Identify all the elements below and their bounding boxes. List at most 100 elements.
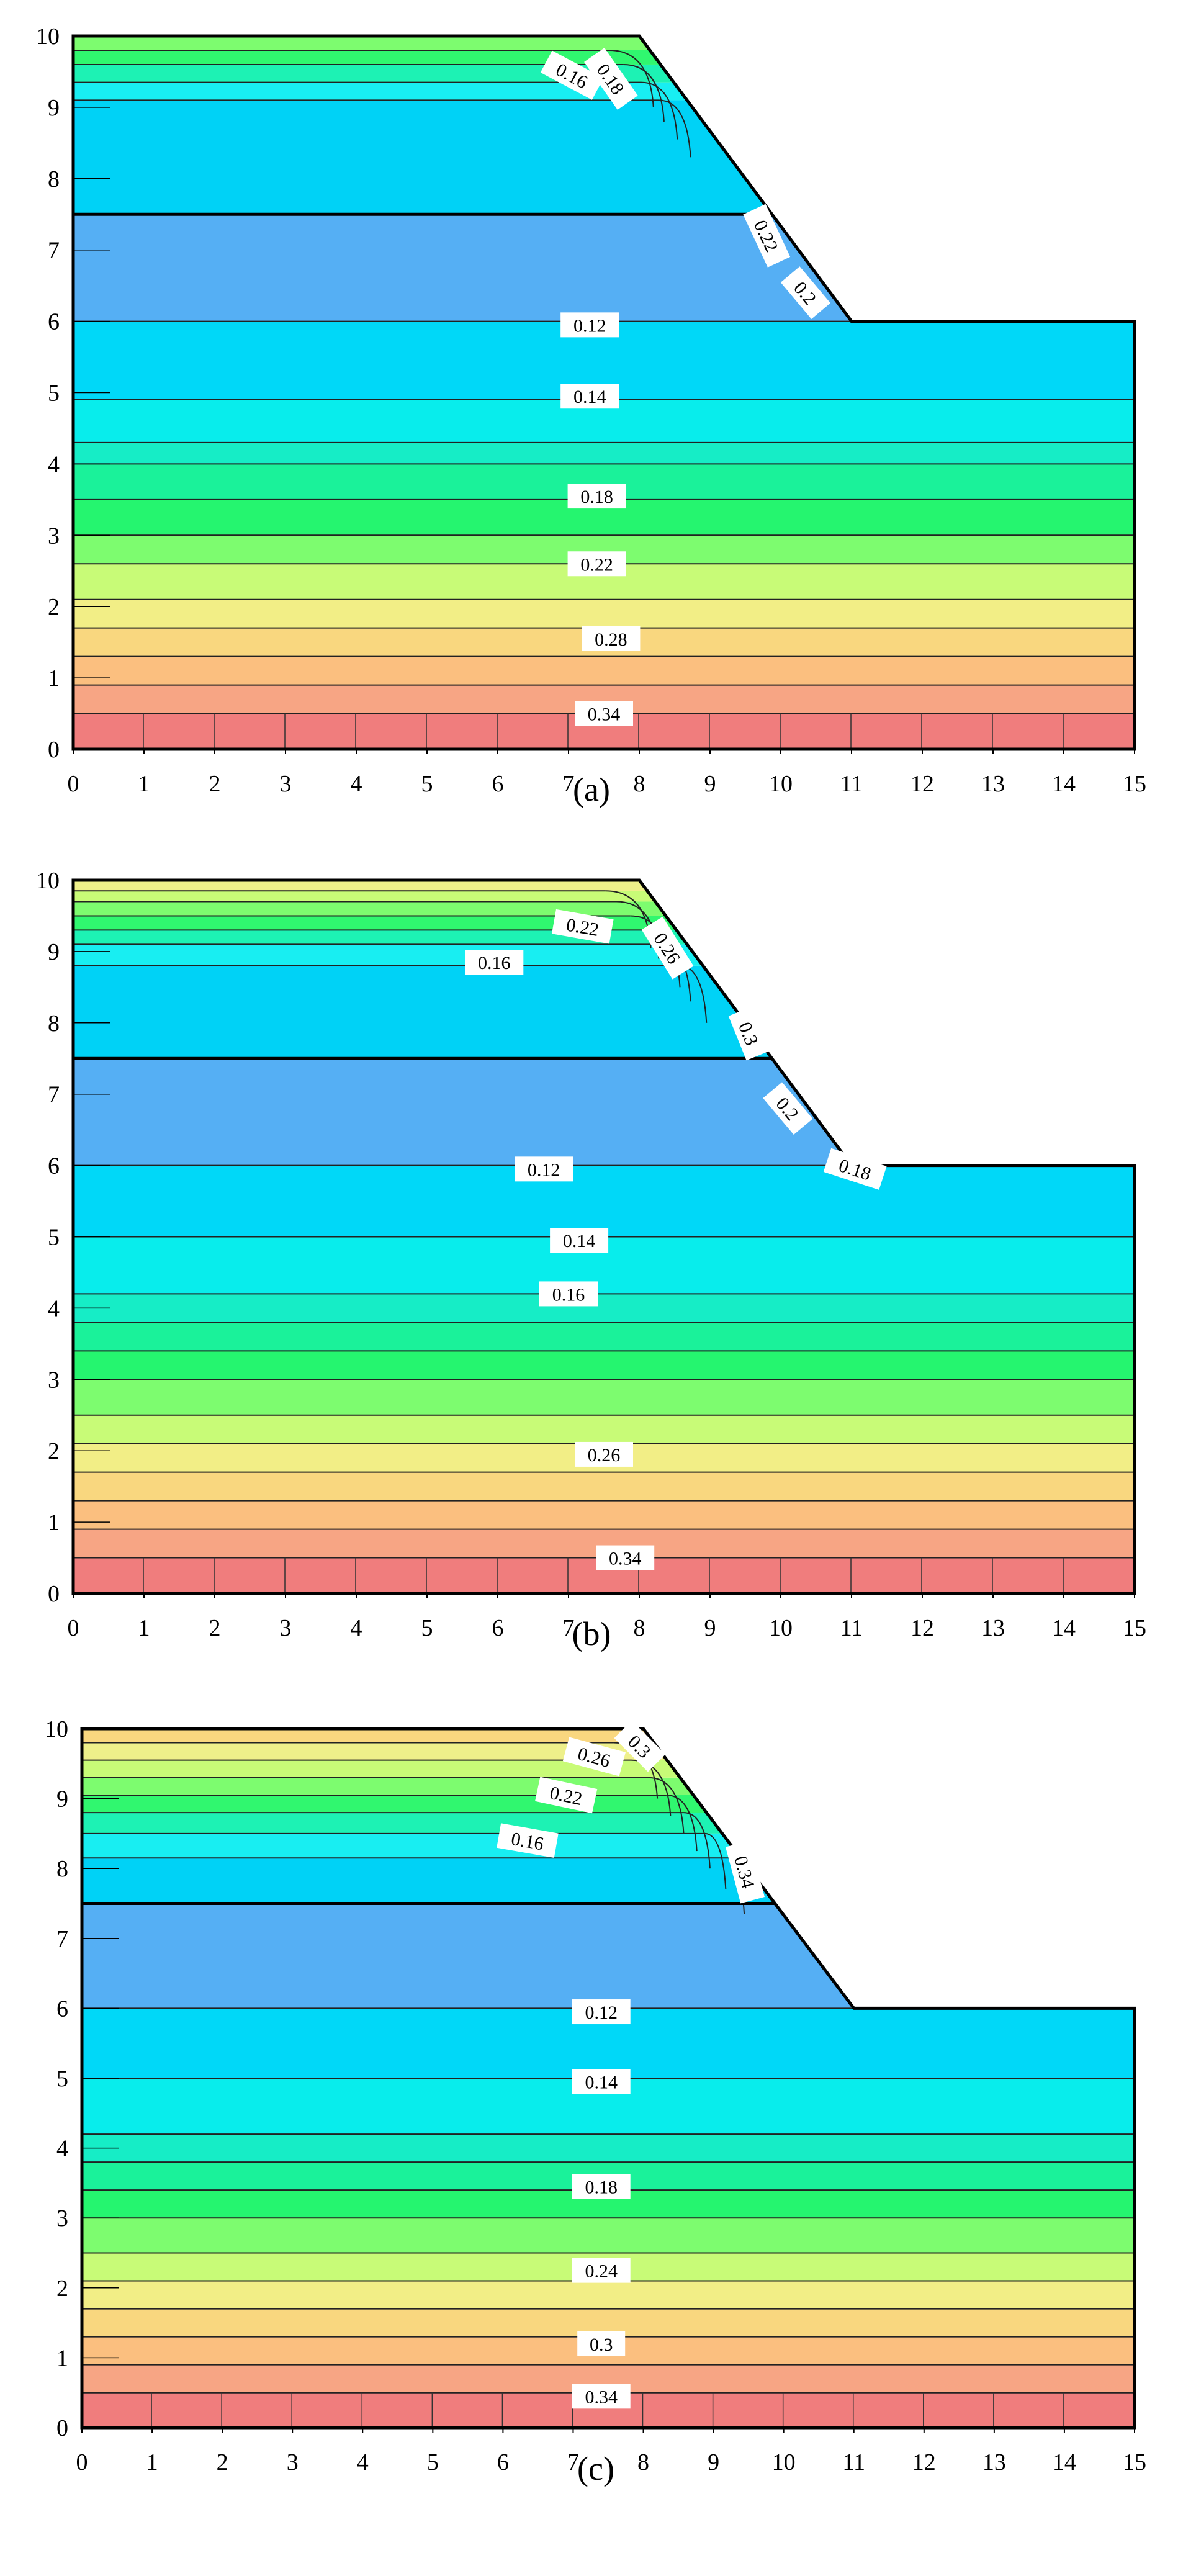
contour-label-text: 0.16 bbox=[552, 1284, 585, 1305]
y-tick-label: 0 bbox=[48, 737, 60, 763]
contour-value-label: 0.22 bbox=[567, 551, 626, 577]
contour-band bbox=[82, 1903, 1135, 2009]
y-tick-label: 2 bbox=[56, 2276, 68, 2302]
contour-label-box bbox=[577, 2331, 626, 2356]
contour-line bbox=[659, 99, 691, 158]
contour-label-box bbox=[540, 50, 604, 100]
contour-label-text: 0.12 bbox=[573, 315, 606, 336]
contour-label-text: 0.34 bbox=[585, 2387, 618, 2407]
x-tick-label: 13 bbox=[981, 771, 1005, 797]
y-tick-label: 1 bbox=[56, 2345, 68, 2371]
y-tick-label: 3 bbox=[48, 1367, 60, 1393]
contour-label-text: 0.18 bbox=[585, 2177, 618, 2198]
contour-label-box bbox=[725, 1840, 765, 1904]
contour-line bbox=[623, 63, 665, 122]
contour-band bbox=[73, 944, 1135, 966]
contour-band bbox=[73, 599, 1135, 628]
x-tick-label: 1 bbox=[146, 2449, 158, 2475]
contour-label-box bbox=[572, 2174, 631, 2199]
x-tick-label: 10 bbox=[769, 771, 793, 797]
x-tick-label: 14 bbox=[1052, 1615, 1076, 1641]
x-tick-label: 14 bbox=[1052, 771, 1076, 797]
x-tick-label: 2 bbox=[209, 1615, 221, 1641]
panel-caption: (c) bbox=[577, 2450, 614, 2487]
contour-label-box bbox=[572, 2069, 631, 2094]
contour-value-label: 0.34 bbox=[725, 1840, 765, 1904]
contour-label-box bbox=[567, 484, 626, 509]
contour-label-box bbox=[743, 204, 791, 268]
contour-line bbox=[704, 1832, 727, 1890]
contour-label-box bbox=[560, 384, 619, 409]
contour-label-box bbox=[539, 1281, 598, 1307]
y-tick-label: 5 bbox=[48, 381, 60, 407]
contour-label-text: 0.14 bbox=[585, 2073, 618, 2093]
x-tick-label: 12 bbox=[910, 1615, 934, 1641]
contour-value-label: 0.12 bbox=[572, 1999, 631, 2025]
x-tick-label: 14 bbox=[1053, 2449, 1076, 2475]
x-tick-label: 12 bbox=[910, 771, 934, 797]
contour-label-box bbox=[535, 1777, 598, 1814]
contour-band bbox=[73, 901, 1135, 916]
x-tick-label: 3 bbox=[287, 2449, 299, 2475]
contour-value-label: 0.12 bbox=[515, 1156, 573, 1182]
x-tick-label: 4 bbox=[357, 2449, 369, 2475]
x-tick-label: 0 bbox=[68, 771, 79, 797]
x-tick-label: 1 bbox=[138, 771, 150, 797]
x-tick-label: 3 bbox=[280, 1615, 292, 1641]
contour-band bbox=[73, 1379, 1135, 1415]
y-tick-label: 7 bbox=[48, 1082, 60, 1108]
y-tick-label: 10 bbox=[36, 868, 60, 894]
x-tick-label: 11 bbox=[840, 771, 863, 797]
x-tick-label: 12 bbox=[912, 2449, 936, 2475]
contour-band bbox=[73, 1058, 1135, 1166]
y-tick-label: 10 bbox=[45, 1716, 68, 1742]
x-tick-label: 6 bbox=[497, 2449, 509, 2475]
x-tick-label: 4 bbox=[351, 771, 362, 797]
contour-band bbox=[82, 2281, 1135, 2309]
x-tick-label: 1 bbox=[138, 1615, 150, 1641]
x-tick-label: 11 bbox=[840, 1615, 863, 1641]
contour-label-text: 0.3 bbox=[590, 2335, 613, 2355]
contour-label-box bbox=[560, 312, 619, 338]
y-tick-label: 4 bbox=[48, 1295, 60, 1322]
x-tick-label: 0 bbox=[76, 2449, 88, 2475]
contour-value-label: 0.16 bbox=[465, 950, 524, 975]
contour-label-box bbox=[572, 2384, 631, 2409]
x-tick-label: 15 bbox=[1123, 1615, 1146, 1641]
contour-value-label: 0.14 bbox=[572, 2069, 631, 2094]
contour-value-label: 0.18 bbox=[572, 2174, 631, 2199]
y-tick-label: 9 bbox=[56, 1786, 68, 1813]
contour-label-text: 0.12 bbox=[585, 2002, 618, 2023]
y-tick-label: 9 bbox=[48, 95, 60, 121]
x-tick-label: 9 bbox=[704, 771, 716, 797]
y-tick-label: 7 bbox=[56, 1926, 68, 1952]
y-tick-label: 8 bbox=[56, 1856, 68, 1882]
contour-label-text: 0.34 bbox=[609, 1549, 641, 1569]
contour-label-box bbox=[465, 950, 524, 975]
contour-band bbox=[73, 1500, 1135, 1529]
contour-band bbox=[73, 656, 1135, 685]
y-tick-label: 8 bbox=[48, 166, 60, 192]
x-tick-label: 0 bbox=[68, 1615, 79, 1641]
contour-band bbox=[82, 1858, 1135, 1904]
contour-label-text: 0.16 bbox=[478, 953, 511, 973]
contour-label-box bbox=[584, 47, 638, 110]
contour-line bbox=[649, 1777, 685, 1834]
contour-value-label: 0.16 bbox=[497, 1823, 559, 1858]
y-tick-label: 3 bbox=[56, 2205, 68, 2231]
y-tick-label: 4 bbox=[48, 451, 60, 477]
x-tick-label: 3 bbox=[280, 771, 292, 797]
contour-value-label: 0.34 bbox=[575, 701, 633, 726]
y-tick-label: 1 bbox=[48, 1510, 60, 1536]
contour-value-label: 0.22 bbox=[552, 909, 614, 944]
y-tick-label: 0 bbox=[56, 2415, 68, 2441]
contour-panel-b: 0 1 2 3 4 5 6 7 8 9 10 11 12 13 14 150123456789100.220.… bbox=[36, 868, 1146, 1652]
contour-label-box bbox=[823, 1148, 887, 1190]
x-tick-label: 2 bbox=[217, 2449, 228, 2475]
contour-band bbox=[82, 2218, 1135, 2253]
contour-band bbox=[73, 880, 1135, 891]
y-tick-label: 8 bbox=[48, 1011, 60, 1037]
y-tick-label: 6 bbox=[56, 1996, 68, 2022]
